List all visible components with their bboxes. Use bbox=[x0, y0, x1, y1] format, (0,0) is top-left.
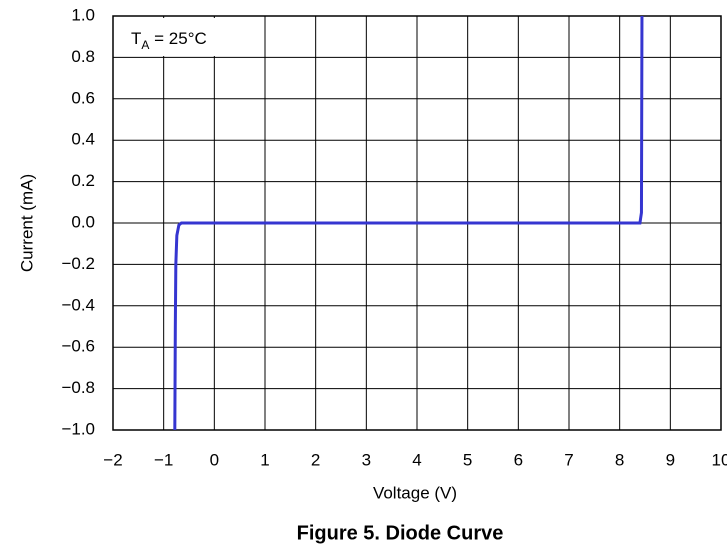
plot-frame bbox=[112, 15, 722, 431]
x-tick-label: 0 bbox=[210, 450, 219, 469]
data-line bbox=[173, 15, 644, 431]
y-tick-label: 1.0 bbox=[71, 5, 95, 24]
x-tick-label: −2 bbox=[103, 450, 122, 469]
y-tick-label: 0.6 bbox=[71, 88, 95, 107]
y-tick-label: −0.4 bbox=[61, 295, 95, 314]
y-axis-label: Current (mA) bbox=[17, 174, 36, 272]
x-axis-label: Voltage (V) bbox=[373, 483, 457, 502]
x-tick-label: −1 bbox=[154, 450, 173, 469]
x-tick-label: 1 bbox=[260, 450, 269, 469]
x-tick-label: 10 bbox=[712, 450, 727, 469]
annotation-box bbox=[114, 18, 245, 56]
x-tick-label: 7 bbox=[564, 450, 573, 469]
annotation-text: = 25°C bbox=[149, 29, 206, 48]
caption: Figure 5. Diode Curve bbox=[297, 522, 504, 544]
annotation: TA = 25°C bbox=[131, 29, 207, 52]
x-tick-label: 3 bbox=[362, 450, 371, 469]
y-tick-label: 0.2 bbox=[71, 171, 95, 190]
y-tick-label: −0.6 bbox=[61, 337, 95, 356]
x-tick-label: 8 bbox=[615, 450, 624, 469]
annotation-subscript: A bbox=[141, 38, 149, 52]
x-tick-label: 6 bbox=[514, 450, 523, 469]
x-tick-label: 4 bbox=[412, 450, 421, 469]
x-tick-label: 9 bbox=[666, 450, 675, 469]
y-tick-label: −0.2 bbox=[61, 254, 95, 273]
y-tick-label: 0.8 bbox=[71, 47, 95, 66]
y-tick-label: 0.0 bbox=[71, 212, 95, 231]
annotation-text: T bbox=[131, 29, 141, 48]
x-tick-label: 2 bbox=[311, 450, 320, 469]
y-tick-label: −0.8 bbox=[61, 378, 95, 397]
x-tick-label: 5 bbox=[463, 450, 472, 469]
y-tick-label: 0.4 bbox=[71, 130, 95, 149]
y-tick-label: −1.0 bbox=[61, 419, 95, 438]
